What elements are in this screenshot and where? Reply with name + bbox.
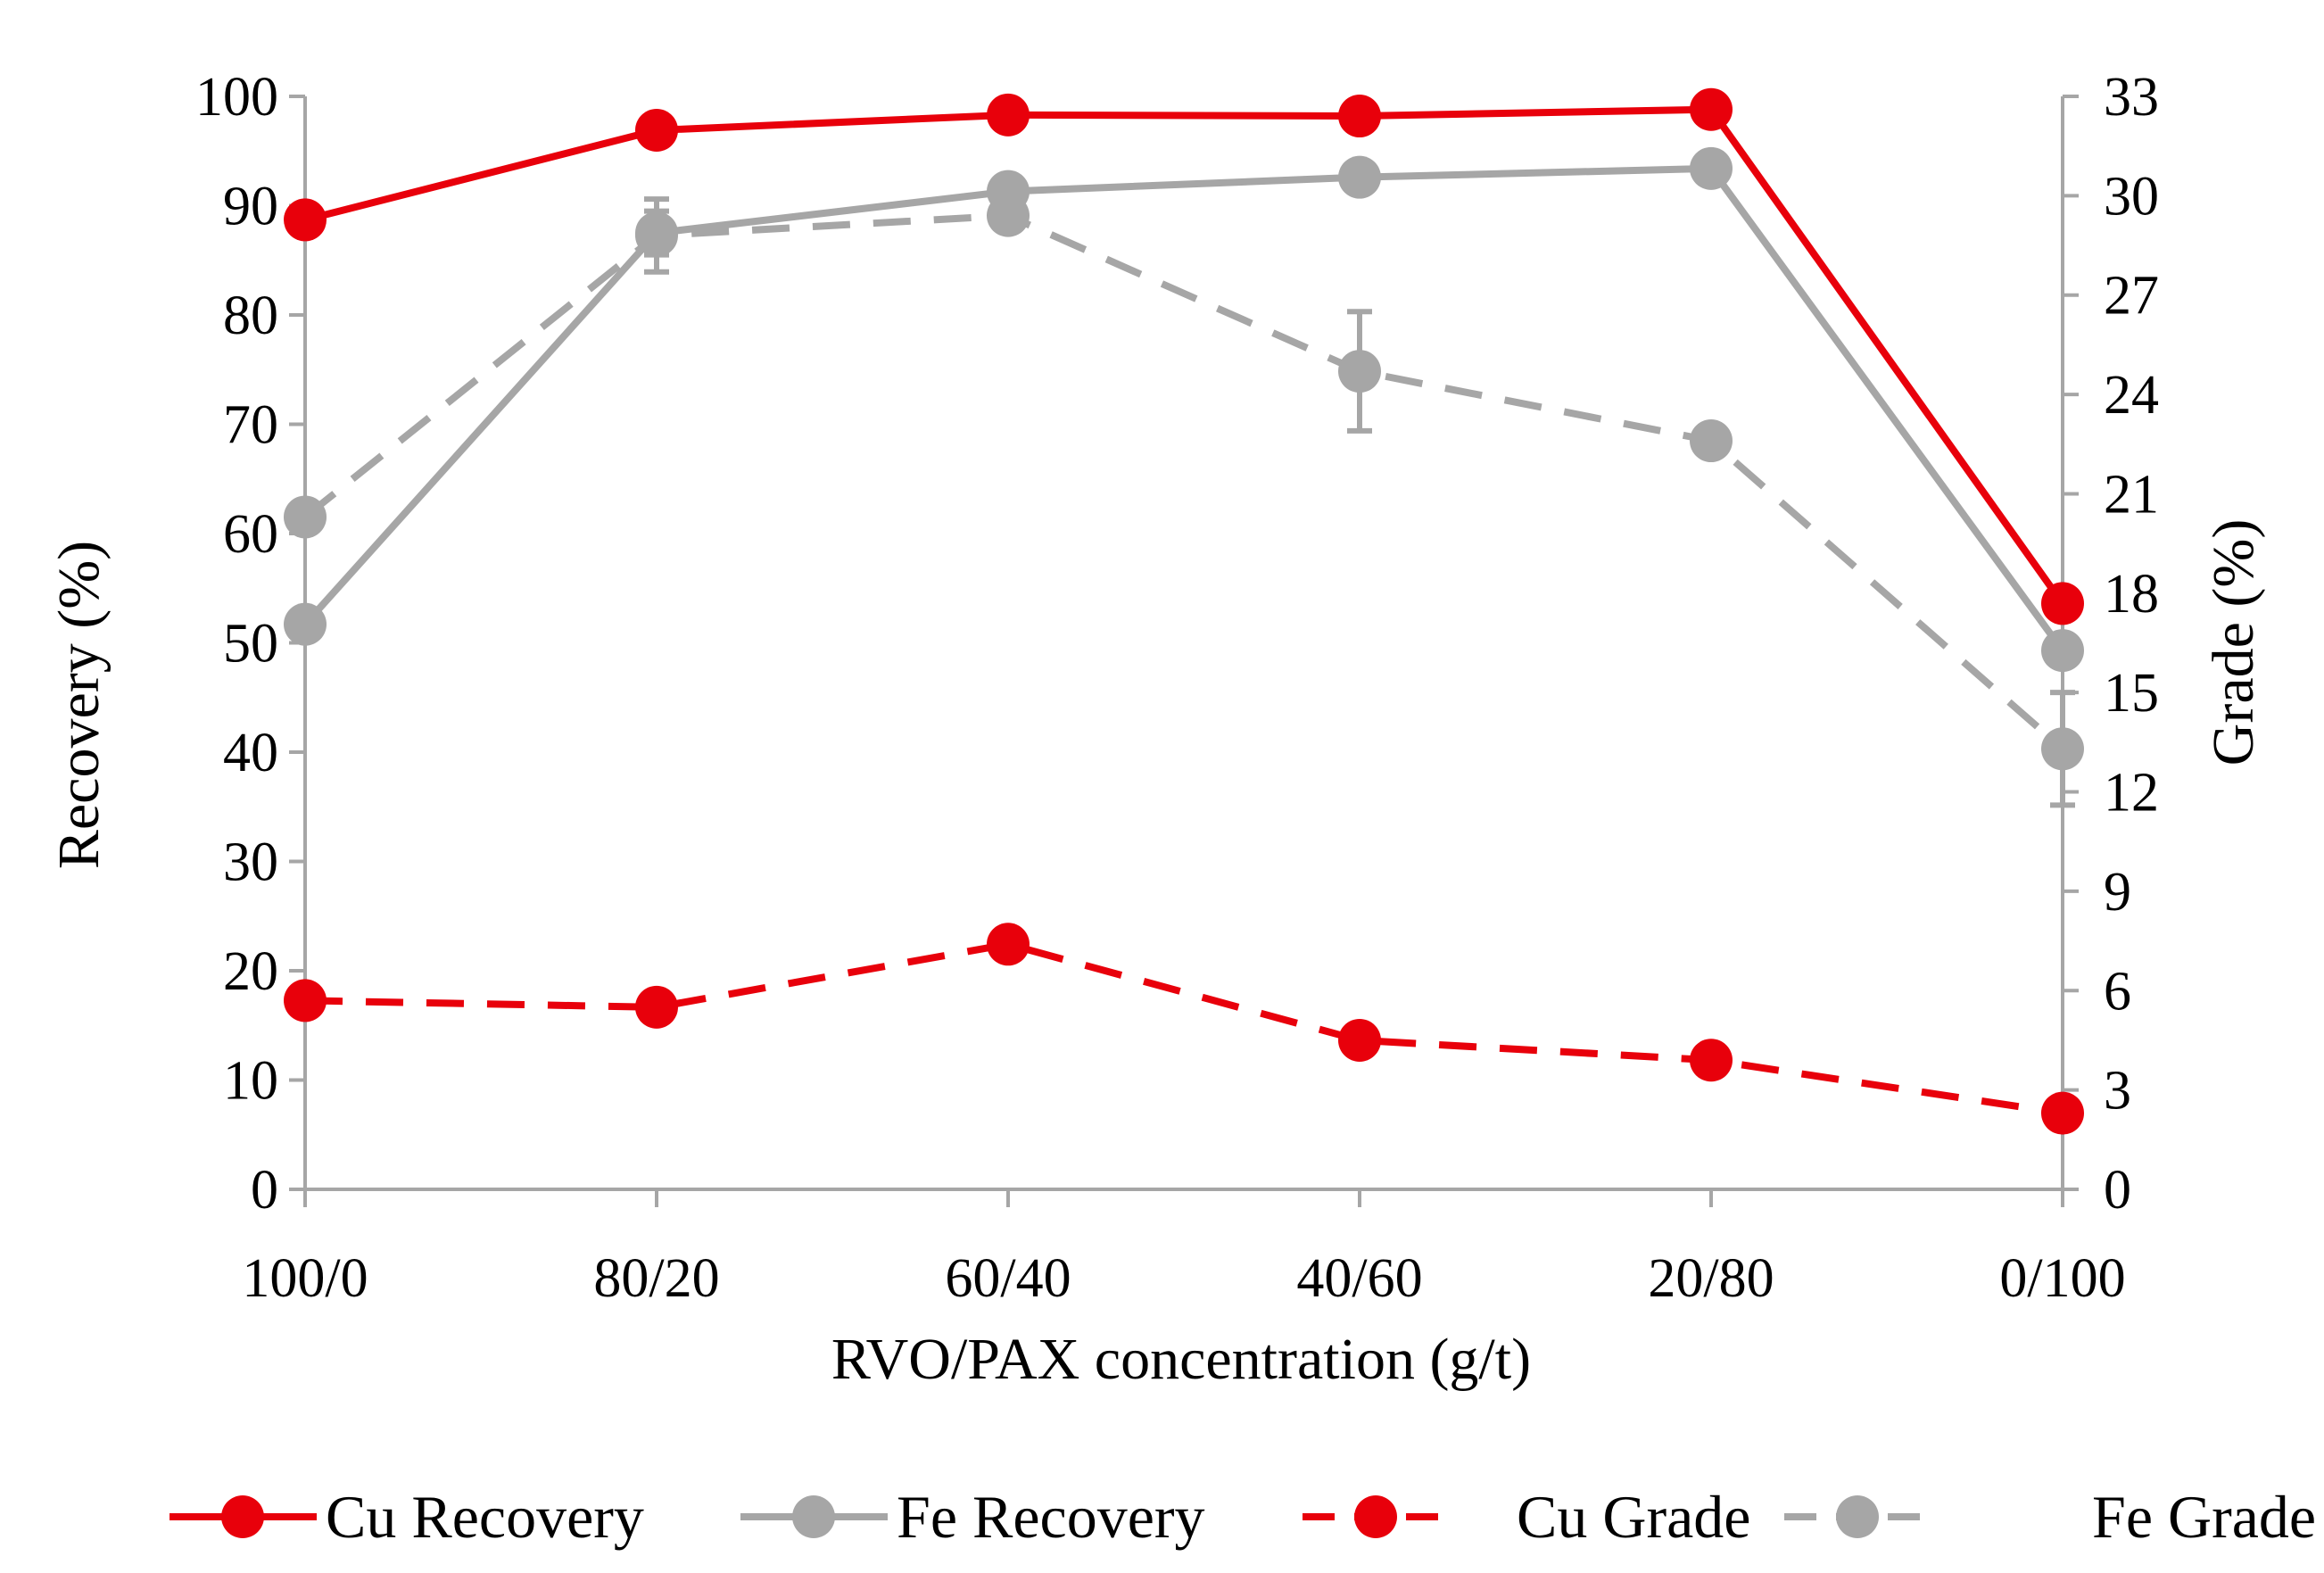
y2-tick-label: 12 [2104, 763, 2159, 824]
y-tick-label: 0 [251, 1160, 278, 1221]
legend-label: Cu Grade [1517, 1483, 1750, 1551]
data-point [284, 198, 327, 242]
y2-tick-label: 0 [2104, 1160, 2131, 1221]
y2-tick-label: 21 [2104, 464, 2159, 525]
y-tick-label: 60 [223, 504, 278, 565]
data-point [1338, 350, 1381, 393]
y-tick-label: 70 [223, 395, 278, 456]
x-tick-label: 60/40 [945, 1248, 1071, 1309]
y2-tick-label: 27 [2104, 266, 2159, 327]
data-point [2041, 629, 2084, 673]
labels-group: Recovery (%) Grade (%) RVO/PAX concentra… [46, 67, 2266, 1392]
data-point [284, 979, 327, 1022]
data-point [2041, 582, 2084, 625]
x-tick-label: 80/20 [593, 1248, 719, 1309]
y2-tick-label: 24 [2104, 365, 2159, 426]
y2-tick-label: 15 [2104, 663, 2159, 724]
y-tick-label: 50 [223, 614, 278, 675]
axes-group [289, 95, 2079, 1207]
y2-axis-title: Grade (%) [2201, 519, 2266, 766]
legend-label: Fe Grade [2092, 1483, 2316, 1551]
x-tick-label: 100/0 [242, 1248, 368, 1309]
series-line-cu-grade [304, 940, 2063, 1117]
data-point [1338, 155, 1381, 199]
data-point [284, 495, 327, 539]
data-point [2041, 727, 2084, 771]
series-line-fe-recovery [302, 164, 2066, 653]
y2-tick-label: 3 [2104, 1061, 2131, 1122]
legend-swatch-marker [792, 1495, 835, 1538]
x-tick-label: 40/60 [1296, 1248, 1422, 1309]
data-point [987, 923, 1030, 966]
y2-tick-label: 30 [2104, 166, 2159, 227]
data-point [635, 985, 678, 1029]
series-line-fe-grade [302, 211, 2065, 752]
x-tick-label: 20/80 [1648, 1248, 1774, 1309]
y-tick-label: 30 [223, 832, 278, 893]
y-axis-title: Recovery (%) [46, 541, 112, 869]
data-point [987, 194, 1030, 237]
y-tick-label: 90 [223, 177, 278, 237]
data-point [635, 213, 678, 257]
y-tick-label: 10 [223, 1051, 278, 1112]
data-point [284, 602, 327, 646]
data-point [1690, 1039, 1733, 1082]
series-line-cu-recovery [304, 105, 2066, 606]
data-point [2041, 1091, 2084, 1135]
legend-label: Fe Recovery [897, 1483, 1205, 1551]
y-tick-label: 20 [223, 941, 278, 1002]
legend-label: Cu Recovery [326, 1483, 644, 1551]
legend: Cu Recovery Fe Recovery Cu Grade Fe Grade [170, 1483, 2316, 1551]
y-tick-label: 80 [223, 286, 278, 346]
y2-tick-label: 18 [2104, 564, 2159, 625]
legend-swatch-marker [1354, 1495, 1397, 1538]
y-tick-label: 40 [223, 723, 278, 783]
data-point [1338, 1018, 1381, 1062]
x-axis-title: RVO/PAX concentration (g/t) [831, 1327, 1531, 1392]
data-point [1690, 87, 1733, 131]
data-point [987, 93, 1030, 137]
data-point [635, 108, 678, 152]
y2-tick-label: 33 [2104, 67, 2159, 128]
y2-tick-label: 6 [2104, 961, 2131, 1022]
x-tick-label: 0/100 [1999, 1248, 2125, 1309]
y2-tick-label: 9 [2104, 862, 2131, 923]
legend-swatch-marker [1836, 1495, 1879, 1538]
series-group [284, 87, 2084, 1135]
data-point [1690, 419, 1733, 463]
legend-swatch-marker [221, 1495, 264, 1538]
data-point [1690, 146, 1733, 190]
y-tick-label: 100 [195, 67, 278, 128]
data-point [1338, 95, 1381, 138]
